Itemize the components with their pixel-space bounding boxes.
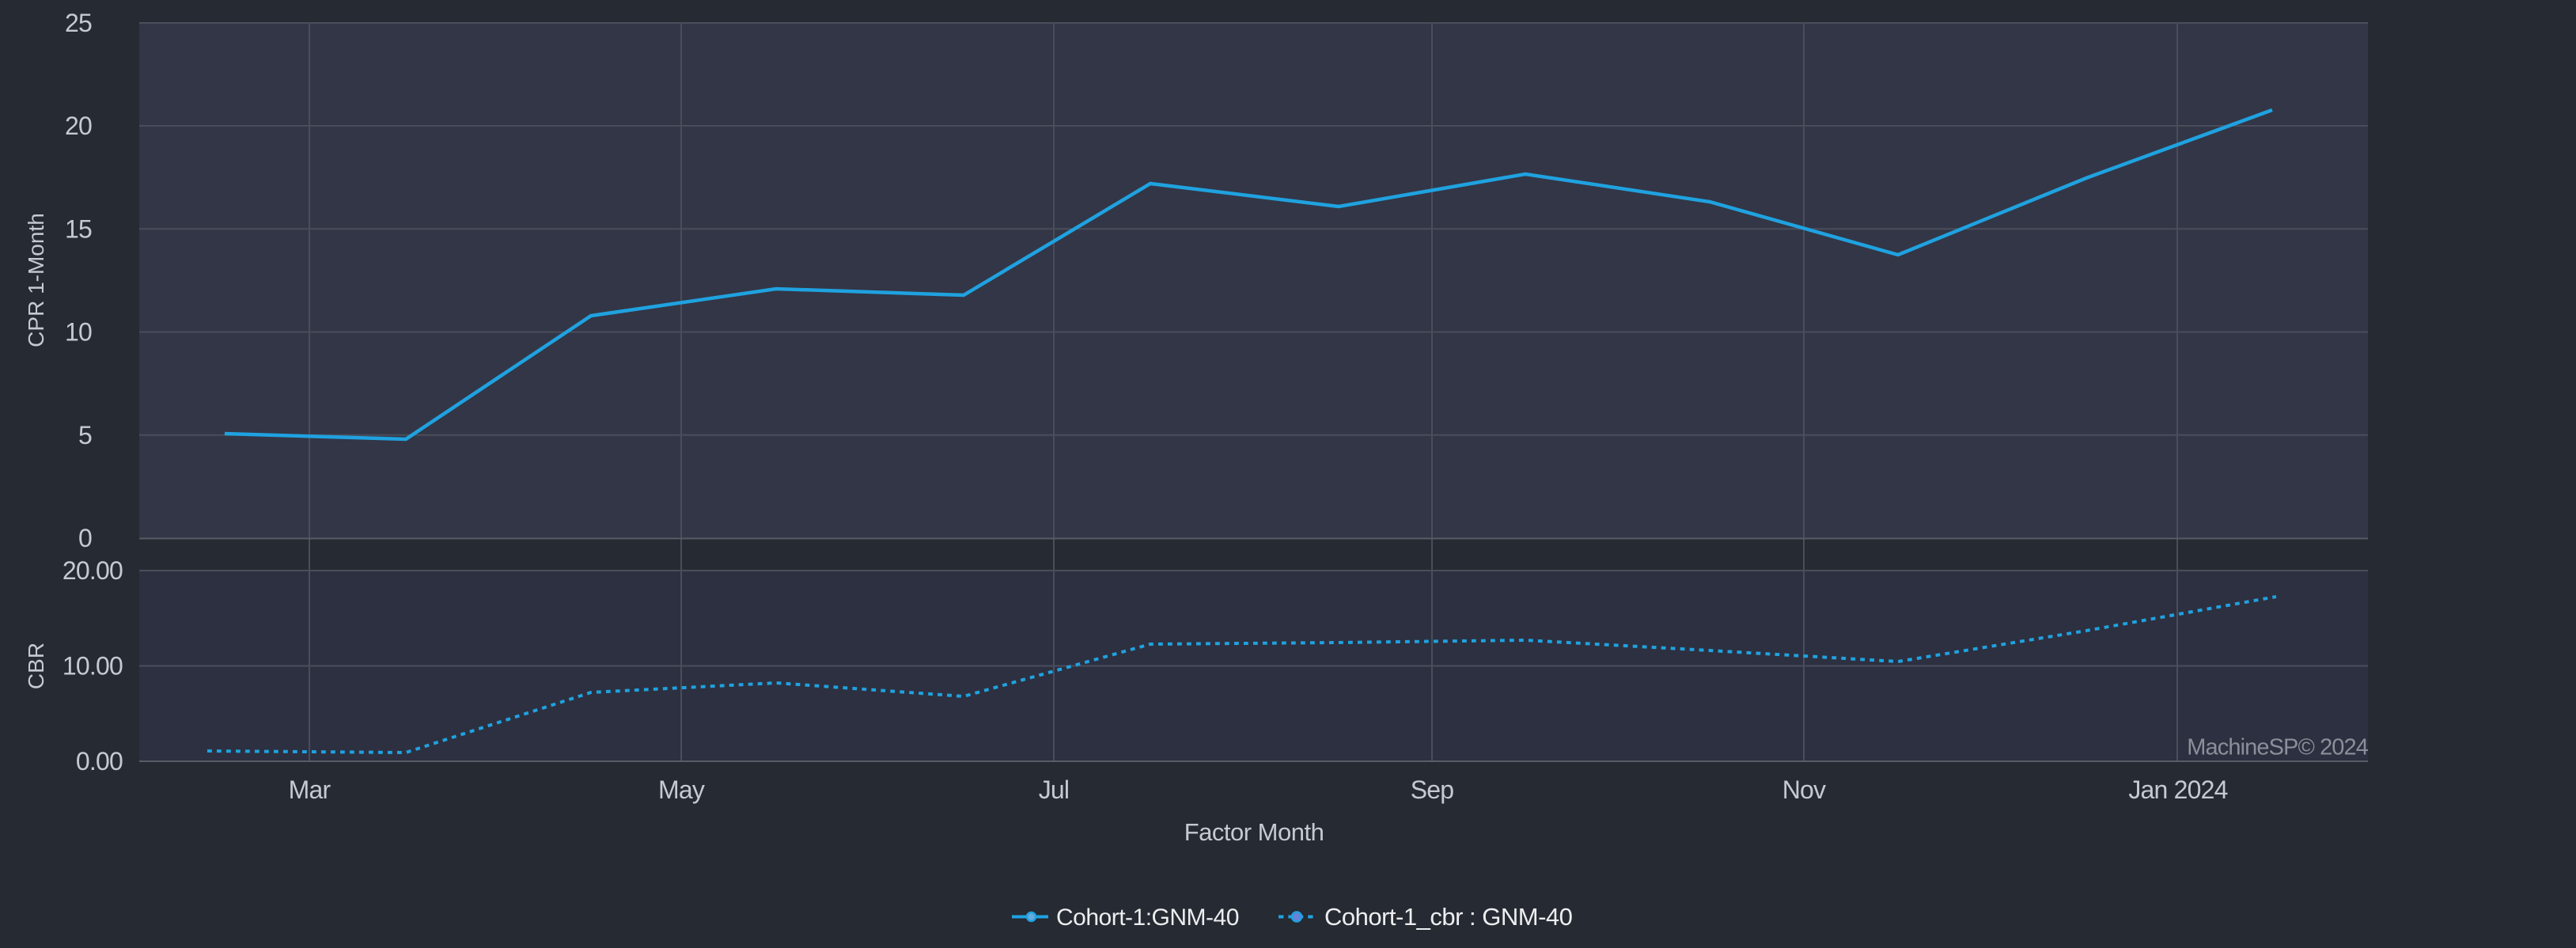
svg-text:10.00: 10.00	[63, 652, 123, 681]
svg-text:5: 5	[78, 421, 92, 449]
svg-text:Sep: Sep	[1411, 775, 1454, 804]
svg-text:Cohort-1_cbr : GNM-40: Cohort-1_cbr : GNM-40	[1324, 903, 1573, 931]
svg-text:Cohort-1:GNM-40: Cohort-1:GNM-40	[1056, 904, 1239, 931]
svg-text:Mar: Mar	[289, 775, 331, 804]
svg-text:May: May	[658, 775, 705, 804]
svg-text:Jan 2024: Jan 2024	[2128, 775, 2227, 804]
svg-text:MachineSP© 2024: MachineSP© 2024	[2187, 735, 2369, 760]
svg-text:20.00: 20.00	[63, 556, 123, 585]
svg-text:0: 0	[78, 524, 92, 552]
svg-text:0.00: 0.00	[76, 747, 123, 775]
svg-text:25: 25	[65, 9, 92, 37]
svg-text:Factor Month: Factor Month	[1184, 818, 1324, 846]
svg-text:CPR 1-Month: CPR 1-Month	[24, 213, 48, 347]
svg-text:20: 20	[65, 112, 92, 140]
svg-text:10: 10	[65, 318, 92, 347]
svg-text:CBR: CBR	[24, 643, 48, 689]
svg-text:15: 15	[65, 214, 92, 243]
svg-text:Nov: Nov	[1782, 775, 1826, 804]
svg-text:Jul: Jul	[1039, 775, 1070, 804]
